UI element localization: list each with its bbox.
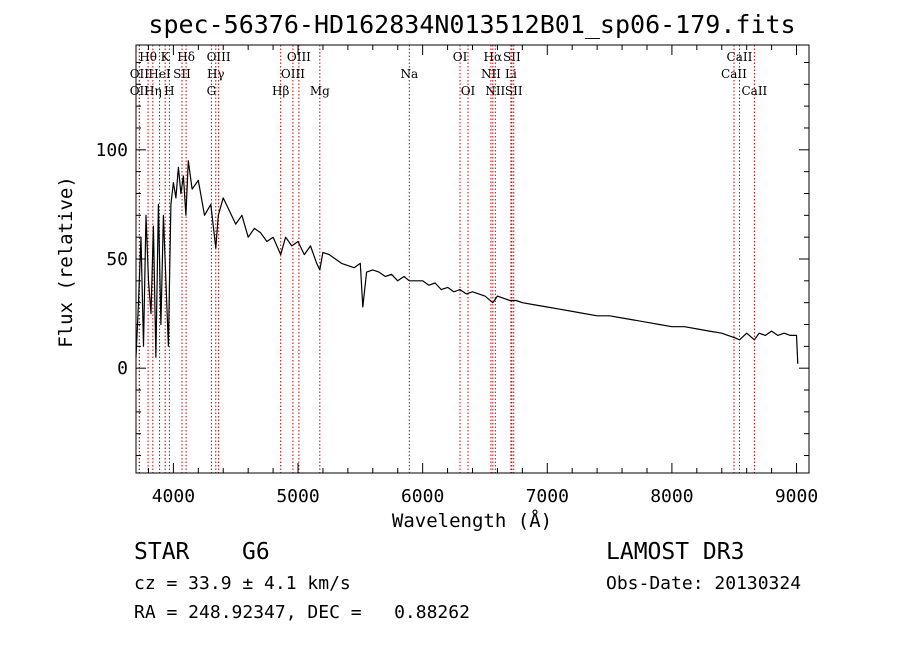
spectral-line-label: OI bbox=[461, 84, 476, 98]
spectral-line-label: Mg bbox=[310, 84, 330, 98]
spectral-line-label: OIII bbox=[281, 67, 305, 81]
spectral-line-label: Li bbox=[505, 67, 517, 81]
spectral-line-label: OI bbox=[453, 50, 468, 64]
ticks-layer: 4000 5000 6000 7000 8000 9000 0 50 100 bbox=[95, 45, 818, 507]
spectral-line-label: K bbox=[161, 50, 171, 64]
spectral-line-label: H bbox=[164, 84, 174, 98]
radec-readout: RA = 248.92347, DEC = 0.88262 bbox=[134, 602, 470, 623]
spectral-line-label: SII bbox=[505, 84, 523, 98]
spectral-line-label: Hγ bbox=[207, 67, 225, 81]
plot-frame bbox=[135, 44, 810, 474]
subclass-label: G6 bbox=[242, 539, 270, 565]
x-tick-label: 9000 bbox=[775, 486, 818, 507]
spectral-line-label: Na bbox=[400, 67, 418, 81]
spectral-line-label: NII bbox=[485, 84, 505, 98]
spectral-line-label: Hβ bbox=[272, 84, 289, 98]
spectral-line-label: Hδ bbox=[177, 50, 195, 64]
series-layer bbox=[135, 160, 799, 364]
spectral-line-label: SII bbox=[173, 67, 191, 81]
x-tick-label: 6000 bbox=[401, 486, 444, 507]
y-axis-label: Flux (relative) bbox=[55, 176, 77, 348]
y-tick-label: 100 bbox=[95, 140, 128, 161]
survey-label: LAMOST DR3 bbox=[606, 539, 745, 565]
spectral-line-label: Hη bbox=[144, 84, 162, 98]
x-tick-label: 5000 bbox=[276, 486, 319, 507]
spectral-line-label: CaII bbox=[741, 84, 767, 98]
y-tick-label: 50 bbox=[106, 249, 128, 270]
spectral-line-label: G bbox=[207, 84, 217, 98]
spectral-line-label: CaII bbox=[727, 50, 753, 64]
spectral-line-label: OIII bbox=[207, 50, 231, 64]
x-tick-label: 8000 bbox=[650, 486, 693, 507]
y-tick-label: 0 bbox=[117, 358, 128, 379]
spectral-line-label: OIII bbox=[287, 50, 311, 64]
spectral-line-label: SII bbox=[503, 50, 521, 64]
series-line-flux bbox=[135, 160, 799, 364]
x-axis-label: Wavelength (Å) bbox=[392, 509, 552, 532]
class-label: STAR bbox=[134, 539, 190, 565]
spectral-line-label: Hα bbox=[484, 50, 503, 64]
chart-title: spec-56376-HD162834N013512B01_sp06-179.f… bbox=[148, 10, 795, 39]
spectral-line-label: CaII bbox=[721, 67, 747, 81]
spectral-line-label: OII bbox=[130, 84, 150, 98]
spectral-line-label: HeI bbox=[148, 67, 171, 81]
x-tick-label: 7000 bbox=[526, 486, 569, 507]
obs-date: Obs-Date: 20130324 bbox=[606, 573, 802, 594]
spectral-line-label: NII bbox=[481, 67, 501, 81]
spectral-line-label: Hθ bbox=[139, 50, 157, 64]
x-tick-label: 4000 bbox=[152, 486, 195, 507]
redshift-readout: cz = 33.9 ± 4.1 km/s bbox=[134, 573, 351, 594]
